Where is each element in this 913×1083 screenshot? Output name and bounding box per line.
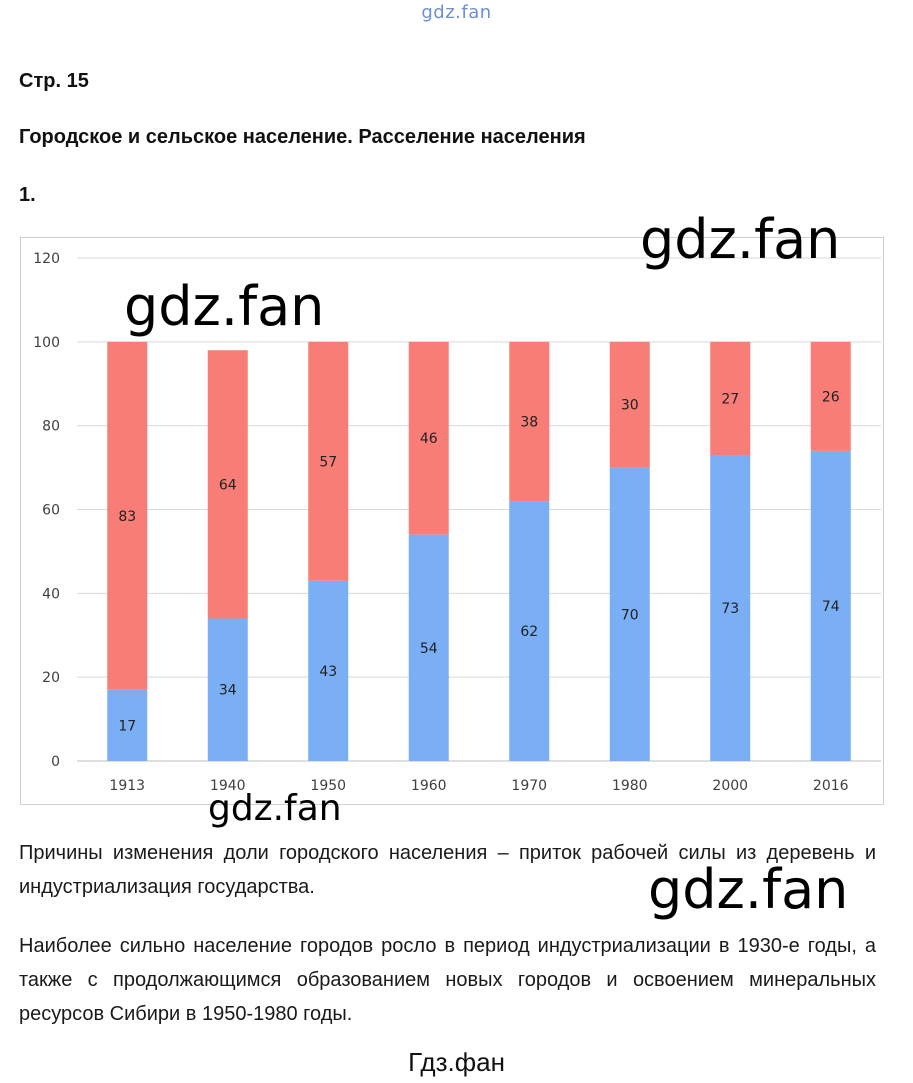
section-title: Городское и сельское население. Расселен… bbox=[19, 126, 586, 148]
x-tick-label: 1960 bbox=[411, 778, 447, 794]
y-tick-label: 80 bbox=[42, 419, 60, 435]
data-label: 64 bbox=[219, 477, 237, 493]
y-tick-label: 100 bbox=[33, 335, 60, 351]
data-label: 83 bbox=[118, 509, 136, 525]
data-label: 54 bbox=[420, 641, 438, 657]
x-tick-label: 1950 bbox=[310, 778, 346, 794]
data-label: 30 bbox=[621, 398, 639, 414]
bar-rural bbox=[509, 341, 550, 502]
chart-frame bbox=[20, 237, 884, 805]
watermark: gdz.fan bbox=[124, 275, 325, 338]
y-tick-label: 40 bbox=[42, 586, 60, 602]
watermark: gdz.fan bbox=[640, 208, 841, 271]
bar-urban bbox=[509, 501, 550, 761]
data-label: 27 bbox=[721, 391, 739, 407]
answer-paragraph-2: Наиболее сильно население городов росло … bbox=[19, 935, 876, 1025]
y-tick-label: 20 bbox=[42, 670, 60, 686]
site-watermark-top: gdz.fan bbox=[421, 2, 492, 23]
y-tick-label: 0 bbox=[51, 754, 60, 770]
bar-rural bbox=[308, 341, 349, 581]
x-tick-label: 1970 bbox=[511, 778, 547, 794]
bar-rural bbox=[710, 341, 751, 456]
data-label: 43 bbox=[319, 664, 337, 680]
bar-urban bbox=[107, 689, 148, 761]
data-label: 62 bbox=[520, 624, 538, 640]
bar-urban bbox=[609, 467, 650, 761]
x-tick-label: 2016 bbox=[813, 778, 849, 794]
data-label: 46 bbox=[420, 431, 438, 447]
task-number: 1. bbox=[19, 184, 36, 206]
data-label: 73 bbox=[721, 601, 739, 617]
page-label: Стр. 15 bbox=[19, 70, 89, 92]
x-tick-label: 2000 bbox=[712, 778, 748, 794]
x-tick-label: 1913 bbox=[109, 778, 145, 794]
data-label: 70 bbox=[621, 607, 639, 623]
bar-rural bbox=[810, 341, 851, 451]
bar-rural bbox=[609, 341, 650, 468]
x-tick-label: 1940 bbox=[210, 778, 246, 794]
bar-urban bbox=[408, 534, 449, 761]
data-label: 57 bbox=[319, 454, 337, 470]
watermark: gdz.fan bbox=[648, 858, 849, 921]
bar-urban bbox=[810, 450, 851, 761]
y-tick-label: 120 bbox=[33, 251, 60, 267]
bar-rural bbox=[107, 341, 148, 690]
answer-paragraph-1: Причины изменения доли городского населе… bbox=[19, 842, 876, 898]
data-label: 26 bbox=[822, 389, 840, 405]
data-label: 38 bbox=[520, 414, 538, 430]
x-tick-label: 1980 bbox=[612, 778, 648, 794]
bar-urban bbox=[308, 580, 349, 761]
data-label: 17 bbox=[118, 718, 136, 734]
watermark: gdz.fan bbox=[208, 788, 342, 829]
data-label: 74 bbox=[822, 599, 840, 615]
bar-urban bbox=[207, 618, 248, 761]
y-tick-label: 60 bbox=[42, 503, 60, 519]
bar-rural bbox=[408, 341, 449, 535]
data-label: 34 bbox=[219, 683, 237, 699]
bar-urban bbox=[710, 455, 751, 761]
bar-rural bbox=[207, 350, 248, 619]
site-watermark-bottom: Гдз.фан bbox=[408, 1047, 505, 1077]
